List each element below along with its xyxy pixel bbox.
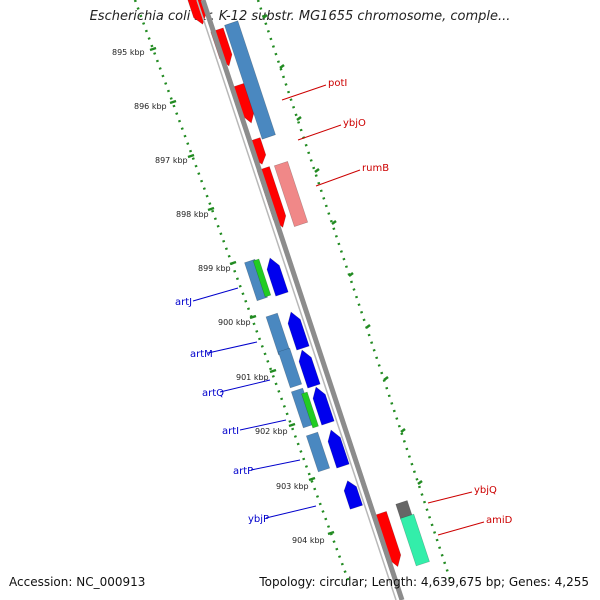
feature-tracks [187,0,430,568]
gene-label-ybjO[interactable]: ybjO [343,118,366,129]
gene-label-ybjQ[interactable]: ybjQ [474,485,497,496]
major-tick [169,99,177,105]
outer-major-tick [262,14,268,19]
outer-major-tick [365,324,371,329]
reverse-gene-arrow[interactable] [343,480,363,510]
genome-stats: Topology: circular; Length: 4,639,675 bp… [259,575,589,589]
outer-major-tick [279,64,285,69]
label-leader [315,169,361,187]
major-tick [249,314,257,320]
tick-label: 904 kbp [292,536,325,545]
reverse-gene-arrow[interactable] [312,386,335,426]
gene-label-artJ[interactable]: artJ [175,297,192,308]
outer-major-tick [296,116,302,121]
rna-block[interactable] [400,513,430,567]
major-tick [149,46,157,52]
reverse-cds-block[interactable] [305,431,331,473]
label-leader [437,521,485,536]
backbone-line [200,0,405,600]
major-tick [288,422,296,428]
gene-label-artI[interactable]: artI [222,426,239,437]
backbone [196,0,405,600]
major-tick [187,153,195,159]
reverse-cds-block[interactable] [244,258,268,302]
major-tick [207,206,215,212]
tick-label: 897 kbp [155,156,188,165]
outer-major-tick [314,168,320,173]
outer-major-tick [400,428,406,433]
reverse-cds-block[interactable] [265,312,291,356]
rna-stripe[interactable] [252,258,272,298]
tick-label: 896 kbp [134,102,167,111]
major-tick [308,476,316,482]
gene-label-artQ[interactable]: artQ [202,388,224,399]
forward-gene-arrow[interactable] [187,0,207,25]
label-leader [250,459,301,471]
label-leader [239,419,287,431]
outer-major-tick [331,220,337,225]
outer-major-tick [417,480,423,485]
label-leader [219,379,271,393]
gene-label-artM[interactable]: artM [190,349,213,360]
backbone-edge [196,0,397,600]
tick-marks: 895 kbp 896 kbp 897 kbp 898 kbp 899 kbp 900 k… [112,0,454,586]
tick-label: 902 kbp [255,427,288,436]
tick-label: 900 kbp [218,318,251,327]
outer-major-tick [383,376,389,381]
outer-major-tick [348,272,354,277]
major-tick [229,260,237,266]
reverse-cds-block[interactable] [277,347,303,389]
gene-labels[interactable]: potI ybjO rumB ybjQ amiD artJ artM artQ artI artP… [175,78,513,536]
forward-cds-block[interactable] [224,20,276,140]
reverse-gene-arrow[interactable] [298,349,321,389]
pseudo-gene-block[interactable] [273,161,309,227]
label-leader [281,84,327,101]
reverse-gene-arrow[interactable] [287,311,310,351]
gene-label-ybjP[interactable]: ybjP [248,514,269,525]
gene-label-artP[interactable]: artP [233,466,253,477]
outer-tick-line [256,0,454,586]
major-tick [327,530,335,536]
major-tick [269,368,277,374]
gene-label-amiD[interactable]: amiD [486,515,513,526]
tick-label: 895 kbp [112,48,145,57]
reverse-gene-arrow[interactable] [266,257,289,297]
gene-label-potI[interactable]: potI [328,78,347,89]
gene-label-rumB[interactable]: rumB [362,163,389,174]
rna-stripe[interactable] [301,391,319,429]
tick-label: 898 kbp [176,210,209,219]
label-leader [297,124,342,141]
reverse-gene-arrow[interactable] [327,429,350,469]
label-leader [427,491,473,504]
label-leader [265,505,317,519]
label-leader [207,341,258,354]
label-leader [192,287,239,302]
tick-label: 903 kbp [276,482,309,491]
tick-label: 901 kbp [236,373,269,382]
accession-text: Accession: NC_000913 [9,575,146,589]
tick-label: 899 kbp [198,264,231,273]
